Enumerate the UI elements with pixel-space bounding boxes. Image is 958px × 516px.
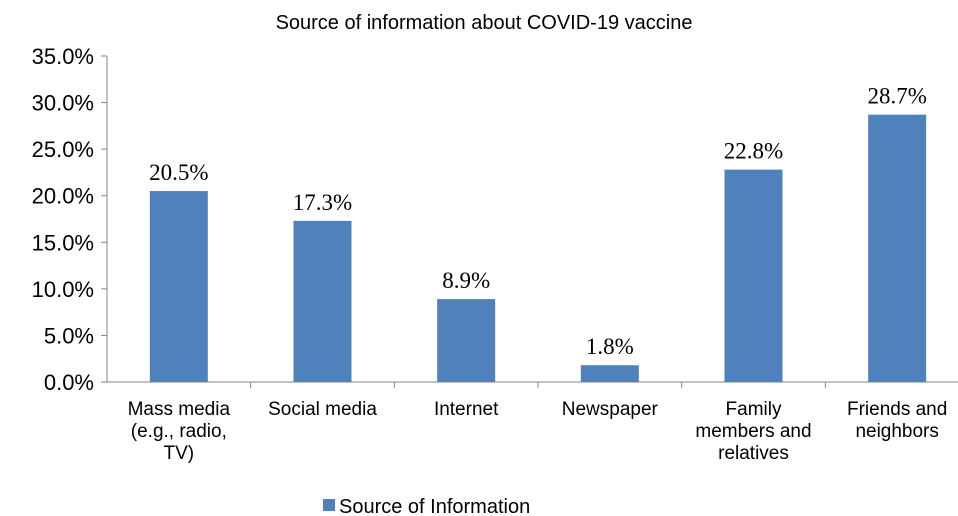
- x-tick-label: Social media: [268, 399, 377, 420]
- bar: [724, 169, 783, 382]
- x-axis: [107, 381, 958, 388]
- bar: [868, 114, 927, 383]
- y-tick-label: 0.0%: [44, 370, 94, 395]
- y-axis: 0.0% 5.0% 10.0% 15.0% 20.0% 25.0% 30.0% 35.0%: [32, 44, 108, 395]
- bar: [580, 365, 639, 382]
- bar-series: [149, 114, 927, 383]
- data-label: 17.3%: [293, 190, 352, 215]
- data-label: 22.8%: [724, 139, 783, 164]
- y-tick-label: 35.0%: [32, 44, 94, 69]
- bar: [437, 299, 496, 382]
- legend-swatch: [323, 499, 335, 511]
- data-label: 1.8%: [586, 334, 634, 359]
- data-label: 8.9%: [442, 268, 490, 293]
- x-tick-label: Friends and neighbors: [847, 399, 947, 442]
- legend: Source of Information: [323, 496, 530, 516]
- data-label: 28.7%: [867, 84, 926, 109]
- legend-label: Source of Information: [339, 496, 530, 516]
- x-tick-label: Mass media (e.g., radio, TV): [128, 399, 231, 464]
- bar: [293, 220, 352, 382]
- y-tick-label: 25.0%: [32, 137, 94, 162]
- y-tick-label: 5.0%: [44, 323, 94, 348]
- x-tick-label: Family members and relatives: [695, 399, 811, 464]
- y-tick-label: 30.0%: [32, 91, 94, 116]
- y-tick-label: 20.0%: [32, 184, 94, 209]
- x-tick-label: Internet: [434, 399, 499, 420]
- y-tick-label: 10.0%: [32, 277, 94, 302]
- chart-title: Source of information about COVID-19 vac…: [276, 12, 693, 34]
- y-tick-label: 15.0%: [32, 230, 94, 255]
- category-labels: Mass media (e.g., radio, TV) Social media In…: [128, 399, 948, 464]
- value-labels: 20.5% 17.3% 8.9% 1.8% 22.8% 28.7%: [149, 84, 927, 360]
- data-label: 20.5%: [149, 160, 208, 185]
- bar: [149, 191, 208, 382]
- x-tick-label: Newspaper: [562, 399, 659, 420]
